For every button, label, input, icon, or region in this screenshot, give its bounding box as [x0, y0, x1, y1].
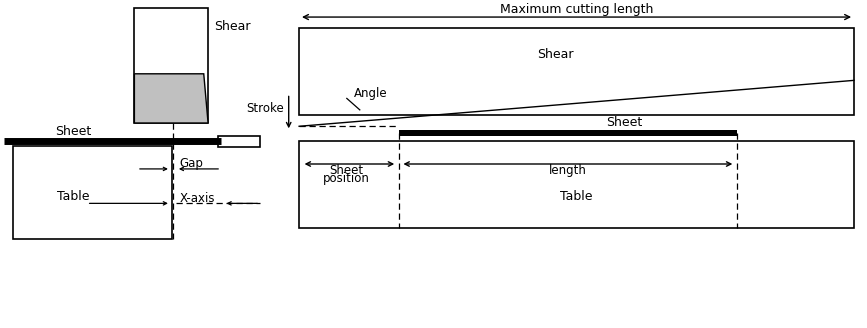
- Text: X-axis: X-axis: [179, 192, 215, 205]
- Polygon shape: [134, 74, 208, 123]
- Bar: [299, 141, 854, 228]
- Bar: [218, 136, 260, 147]
- Text: Shear: Shear: [214, 20, 251, 33]
- Bar: [134, 8, 208, 123]
- Text: Angle: Angle: [355, 87, 388, 100]
- Text: Sheet: Sheet: [606, 116, 642, 130]
- Text: Stroke: Stroke: [246, 102, 284, 115]
- Bar: [399, 130, 737, 136]
- Text: Sheet: Sheet: [329, 164, 364, 177]
- Text: length: length: [549, 164, 587, 177]
- Text: Table: Table: [560, 190, 593, 203]
- Text: Sheet: Sheet: [55, 125, 92, 138]
- Bar: [299, 28, 854, 115]
- Bar: [13, 146, 172, 239]
- Text: Table: Table: [57, 190, 90, 203]
- Text: Gap: Gap: [179, 157, 204, 171]
- Text: Maximum cutting length: Maximum cutting length: [500, 3, 653, 16]
- Text: Shear: Shear: [537, 48, 573, 61]
- Text: position: position: [323, 172, 370, 185]
